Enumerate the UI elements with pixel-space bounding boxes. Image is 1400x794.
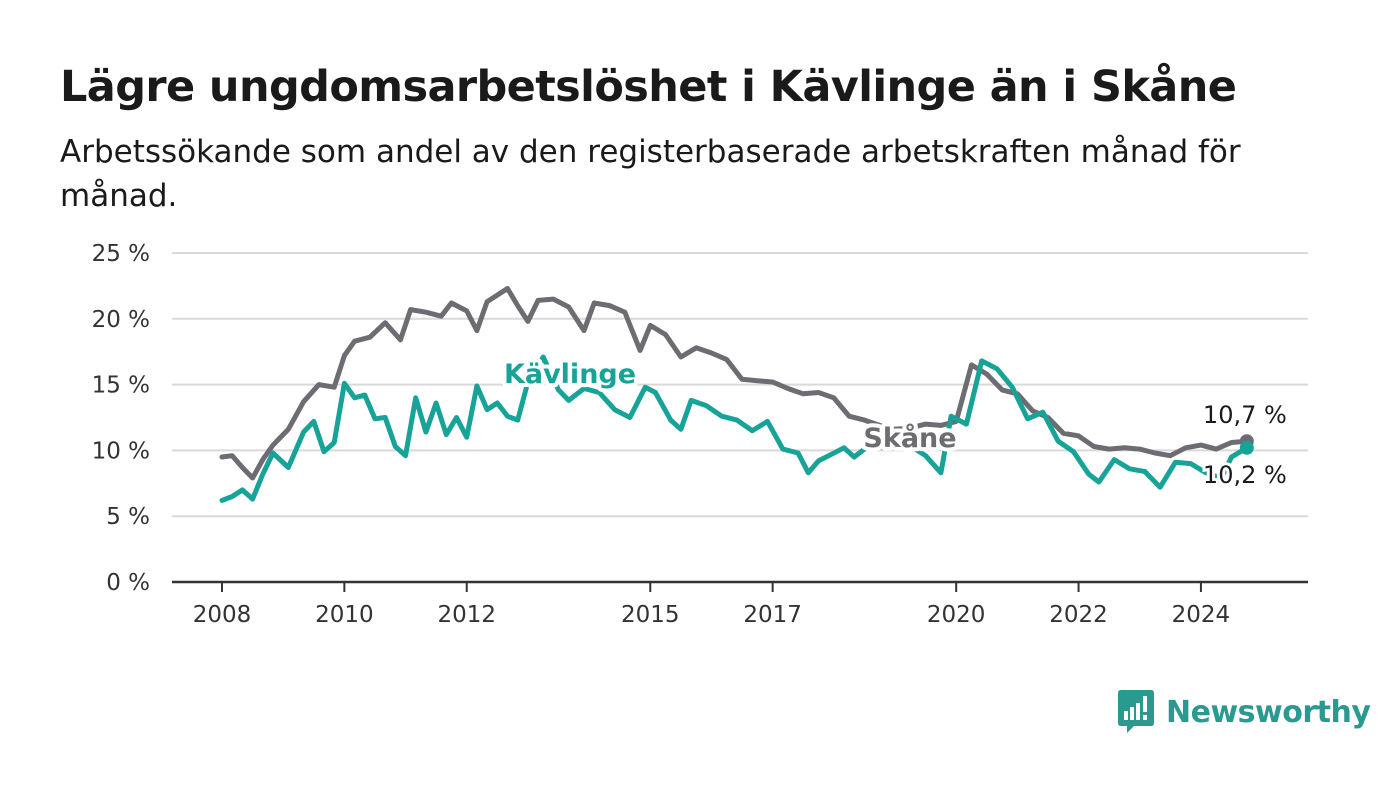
newsworthy-logo-text: Newsworthy [1166,694,1371,730]
y-tick-label: 0 % [106,570,150,596]
newsworthy-chart-icon [1118,690,1154,734]
x-tick-label: 2015 [621,602,680,628]
y-tick-label: 25 % [92,241,150,267]
x-tick-label: 2017 [743,602,802,628]
series-labels: Kävlinge Skåne 10,7 % 10,2 % [500,355,1290,492]
chart-title: Lägre ungdomsarbetslöshet i Kävlinge än … [60,62,1237,112]
y-tick-label: 20 % [92,307,150,333]
x-tick-label: 2024 [1172,602,1231,628]
x-tick-label: 2012 [437,602,496,628]
chart-subtitle: Arbetssökande som andel av den registerb… [60,134,1241,214]
x-tick-label: 2020 [927,602,986,628]
y-tick-label: 15 % [92,373,150,399]
y-tick-label: 10 % [92,438,150,464]
x-axis-ticks: 2008 2010 2012 2015 2017 2020 2022 2024 [193,582,1230,628]
y-axis-ticks: 0 % 5 % 10 % 15 % 20 % 25 % [92,241,150,596]
series-lines [219,286,1254,503]
series-name-label: Kävlinge [504,359,636,390]
series-name-label: Skåne [863,422,956,454]
end-value-label: 10,2 % [1203,461,1287,489]
series-line-kavlinge [219,354,1250,503]
gridlines [172,252,1308,518]
series-end-point [1239,440,1254,455]
end-value-label: 10,7 % [1203,401,1287,429]
x-tick-label: 2010 [315,602,374,628]
newsworthy-logo[interactable]: Newsworthy [1118,690,1371,734]
series-line-skane [219,286,1250,481]
x-tick-label: 2008 [193,602,252,628]
y-tick-label: 5 % [106,504,150,530]
x-tick-label: 2022 [1049,602,1108,628]
